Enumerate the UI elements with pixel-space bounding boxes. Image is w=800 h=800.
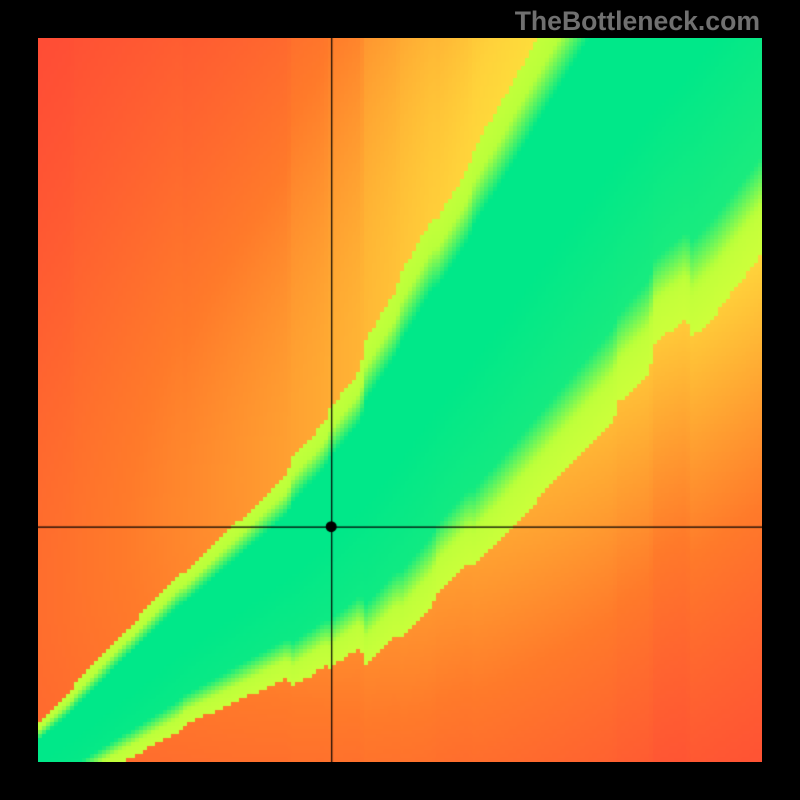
figure-container: TheBottleneck.com <box>0 0 800 800</box>
heatmap-canvas <box>38 38 762 762</box>
watermark-text: TheBottleneck.com <box>515 6 760 37</box>
